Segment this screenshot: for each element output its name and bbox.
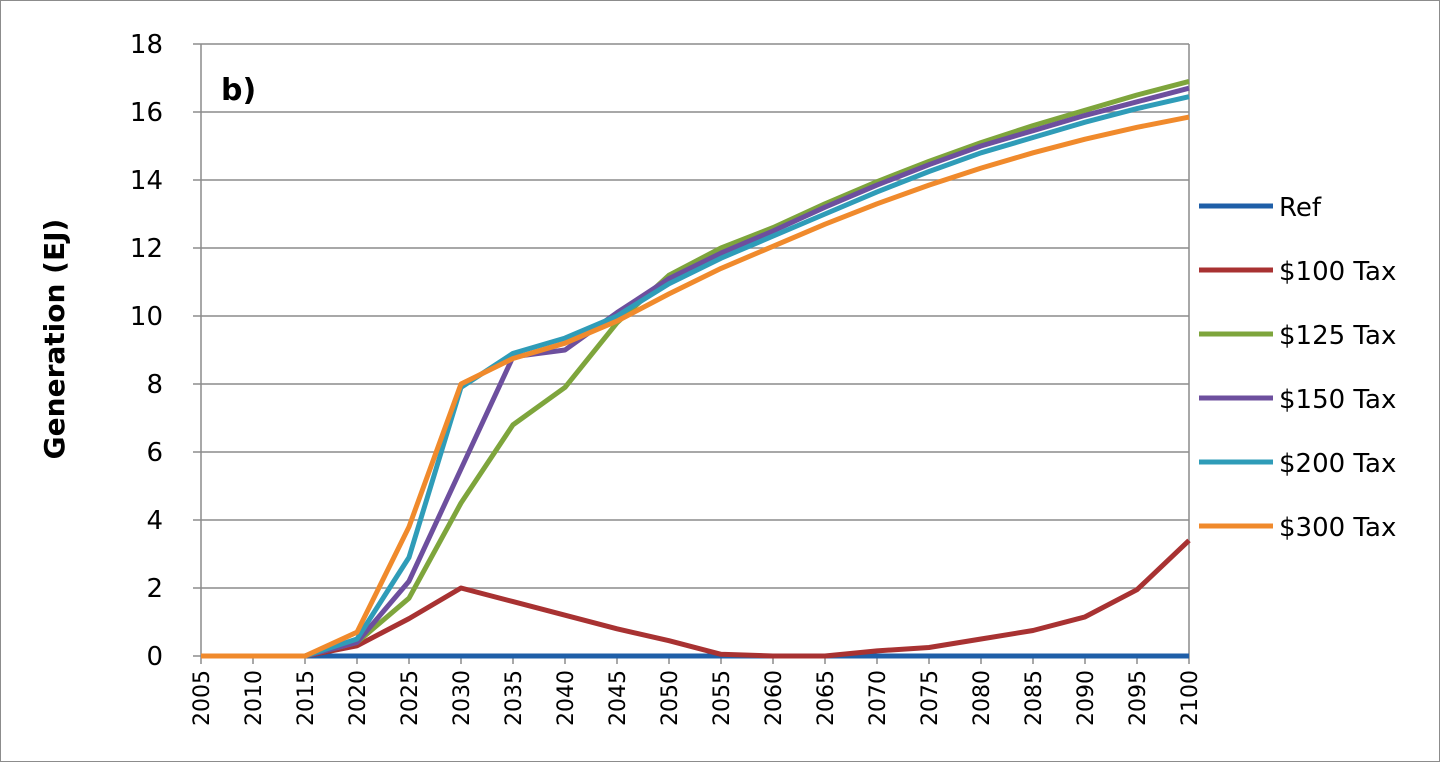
y-tick-label: 6	[146, 438, 163, 468]
legend-label: $100 Tax	[1279, 257, 1396, 287]
panel-label: b)	[221, 73, 256, 108]
x-tick-label: 2045	[606, 670, 631, 726]
x-tick-label: 2070	[866, 670, 891, 726]
series-line	[201, 78, 1190, 659]
x-tick-label: 2080	[970, 670, 995, 726]
legend: Ref $100 Tax $125 Tax $150 Tax $200 Tax $300 …	[1199, 193, 1396, 543]
x-tick-label: 2090	[1074, 670, 1099, 726]
grid-lines	[201, 43, 1190, 656]
series-line	[201, 114, 1190, 659]
x-tick-label: 2095	[1126, 670, 1151, 726]
y-tick-label: 14	[130, 166, 163, 196]
y-tick-label: 0	[146, 642, 163, 672]
y-axis-label: Generation (EJ)	[38, 219, 71, 460]
legend-label: $150 Tax	[1279, 385, 1396, 415]
x-tick-label: 2030	[450, 670, 475, 726]
y-tick-label: 16	[130, 98, 163, 128]
series-line	[201, 94, 1190, 659]
x-tick-label: 2025	[398, 670, 423, 726]
x-tick-label: 2050	[658, 670, 683, 726]
legend-label: $200 Tax	[1279, 449, 1396, 479]
x-tick-label: 2015	[294, 670, 319, 726]
y-tick-label: 10	[130, 302, 163, 332]
legend-label: $125 Tax	[1279, 321, 1396, 351]
x-tick-label: 2020	[346, 670, 371, 726]
series-lines	[201, 78, 1191, 659]
series-line	[201, 85, 1190, 659]
x-tick-label: 2100	[1178, 670, 1203, 726]
x-tick-label: 2075	[918, 670, 943, 726]
y-tick-label: 18	[130, 30, 163, 60]
y-tick-label: 2	[146, 574, 163, 604]
x-tick-label: 2040	[554, 670, 579, 726]
x-tick-label: 2005	[190, 670, 215, 726]
y-tick-label: 12	[130, 234, 163, 264]
x-tick-label: 2055	[710, 670, 735, 726]
x-tick-label: 2060	[762, 670, 787, 726]
legend-label: $300 Tax	[1279, 513, 1396, 543]
legend-label: Ref	[1279, 193, 1322, 223]
y-tick-label: 4	[146, 506, 163, 536]
x-tick-label: 2035	[502, 670, 527, 726]
x-tick-label: 2010	[242, 670, 267, 726]
series-line	[201, 538, 1191, 659]
tick-labels: 0 2 4 6 8 10 12 14 16 18 2005 2010 2015 2020 2025 2030 2…	[130, 30, 1203, 726]
y-tick-label: 8	[146, 370, 163, 400]
x-tick-label: 2085	[1022, 670, 1047, 726]
x-tick-label: 2065	[814, 670, 839, 726]
